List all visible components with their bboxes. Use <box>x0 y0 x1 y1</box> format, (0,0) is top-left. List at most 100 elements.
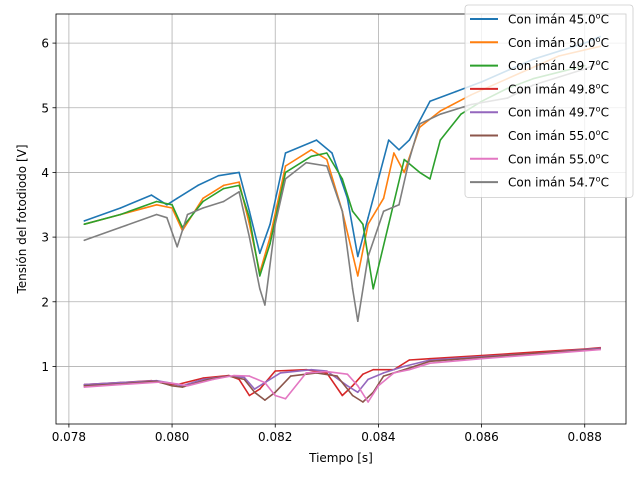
data-point <box>331 152 333 154</box>
data-point <box>532 352 534 355</box>
data-point <box>326 152 328 154</box>
y-tick-label: 2 <box>41 295 49 309</box>
data-point <box>532 354 534 356</box>
data-point <box>248 394 251 397</box>
x-tick-label: 0.086 <box>464 430 498 444</box>
data-point <box>351 210 354 212</box>
data-point <box>243 378 246 381</box>
data-point <box>248 216 251 219</box>
data-point <box>202 197 204 200</box>
data-point <box>284 398 287 400</box>
data-point <box>367 216 369 219</box>
data-point <box>367 378 369 381</box>
data-point <box>160 381 163 383</box>
data-point <box>305 372 308 374</box>
data-point <box>176 383 178 385</box>
data-point <box>367 255 369 258</box>
data-point <box>248 210 251 212</box>
data-point <box>357 385 359 387</box>
legend-item: Con imán 55.0oC <box>470 128 609 143</box>
data-point <box>382 210 385 212</box>
legend-item: Con imán 55.0oC <box>470 151 609 166</box>
data-point <box>403 158 406 161</box>
data-point <box>377 385 380 387</box>
data-point <box>429 178 431 180</box>
data-point <box>274 391 277 394</box>
data-point <box>238 181 240 183</box>
legend-label: Con imán 50.0oC <box>508 35 609 50</box>
data-point <box>259 275 261 277</box>
data-point <box>429 359 431 361</box>
data-point <box>284 178 287 180</box>
data-point <box>248 375 251 377</box>
legend-label: Con imán 55.0oC <box>508 128 609 143</box>
data-point <box>305 161 308 164</box>
data-point <box>83 239 86 242</box>
legend-label: Con imán 49.8oC <box>508 81 609 96</box>
data-point <box>279 372 282 374</box>
data-point <box>480 357 483 360</box>
legend-label: Con imán 45.0oC <box>508 12 609 27</box>
data-point <box>238 171 240 174</box>
data-point <box>455 90 457 93</box>
data-point <box>387 139 390 141</box>
data-point <box>341 210 344 212</box>
data-point <box>357 320 359 323</box>
data-point <box>310 368 313 371</box>
y-tick-label: 4 <box>41 166 49 180</box>
legend-box <box>464 4 634 198</box>
x-tick-label: 0.078 <box>52 430 86 444</box>
data-point <box>429 357 431 360</box>
data-point <box>155 204 158 206</box>
data-point <box>398 149 400 151</box>
y-tick-label: 6 <box>41 37 49 51</box>
data-point <box>599 348 601 351</box>
data-point <box>315 139 318 141</box>
data-point <box>202 378 204 381</box>
data-point <box>259 388 261 390</box>
data-point <box>181 386 184 388</box>
data-point <box>269 236 271 238</box>
x-tick-label: 0.080 <box>155 430 189 444</box>
x-tick-label: 0.084 <box>361 430 395 444</box>
data-point <box>155 200 158 203</box>
data-point <box>119 226 122 229</box>
data-point <box>387 223 390 225</box>
data-point <box>418 119 421 122</box>
plot-frame <box>55 13 627 425</box>
data-point <box>264 304 266 306</box>
data-point <box>357 391 359 394</box>
data-point <box>418 123 421 125</box>
data-point <box>382 375 385 377</box>
data-point <box>326 158 328 161</box>
data-point <box>166 216 168 219</box>
data-point <box>367 223 369 225</box>
data-point <box>439 139 442 141</box>
data-point <box>362 223 364 225</box>
y-tick-label: 1 <box>41 360 49 374</box>
data-point <box>238 191 240 193</box>
data-point <box>83 223 86 225</box>
data-point <box>83 220 86 222</box>
data-point <box>176 246 178 248</box>
series-line <box>83 61 602 323</box>
series-7 <box>83 348 602 403</box>
data-point <box>119 213 122 216</box>
data-point <box>233 374 235 377</box>
data-point <box>377 178 380 180</box>
data-point <box>83 386 86 388</box>
data-point <box>480 356 483 359</box>
data-point <box>429 360 431 363</box>
y-tick-label: 5 <box>41 101 49 115</box>
legend-label: Con imán 49.7oC <box>508 105 609 120</box>
data-point <box>269 242 271 245</box>
data-point <box>372 368 375 371</box>
data-point <box>310 149 313 151</box>
data-point <box>264 399 266 401</box>
data-point <box>253 388 256 390</box>
data-point <box>171 204 173 206</box>
legend-item: Con imán 54.7oC <box>470 175 609 190</box>
data-point <box>429 362 431 365</box>
data-point <box>310 155 313 158</box>
data-point <box>460 113 462 115</box>
